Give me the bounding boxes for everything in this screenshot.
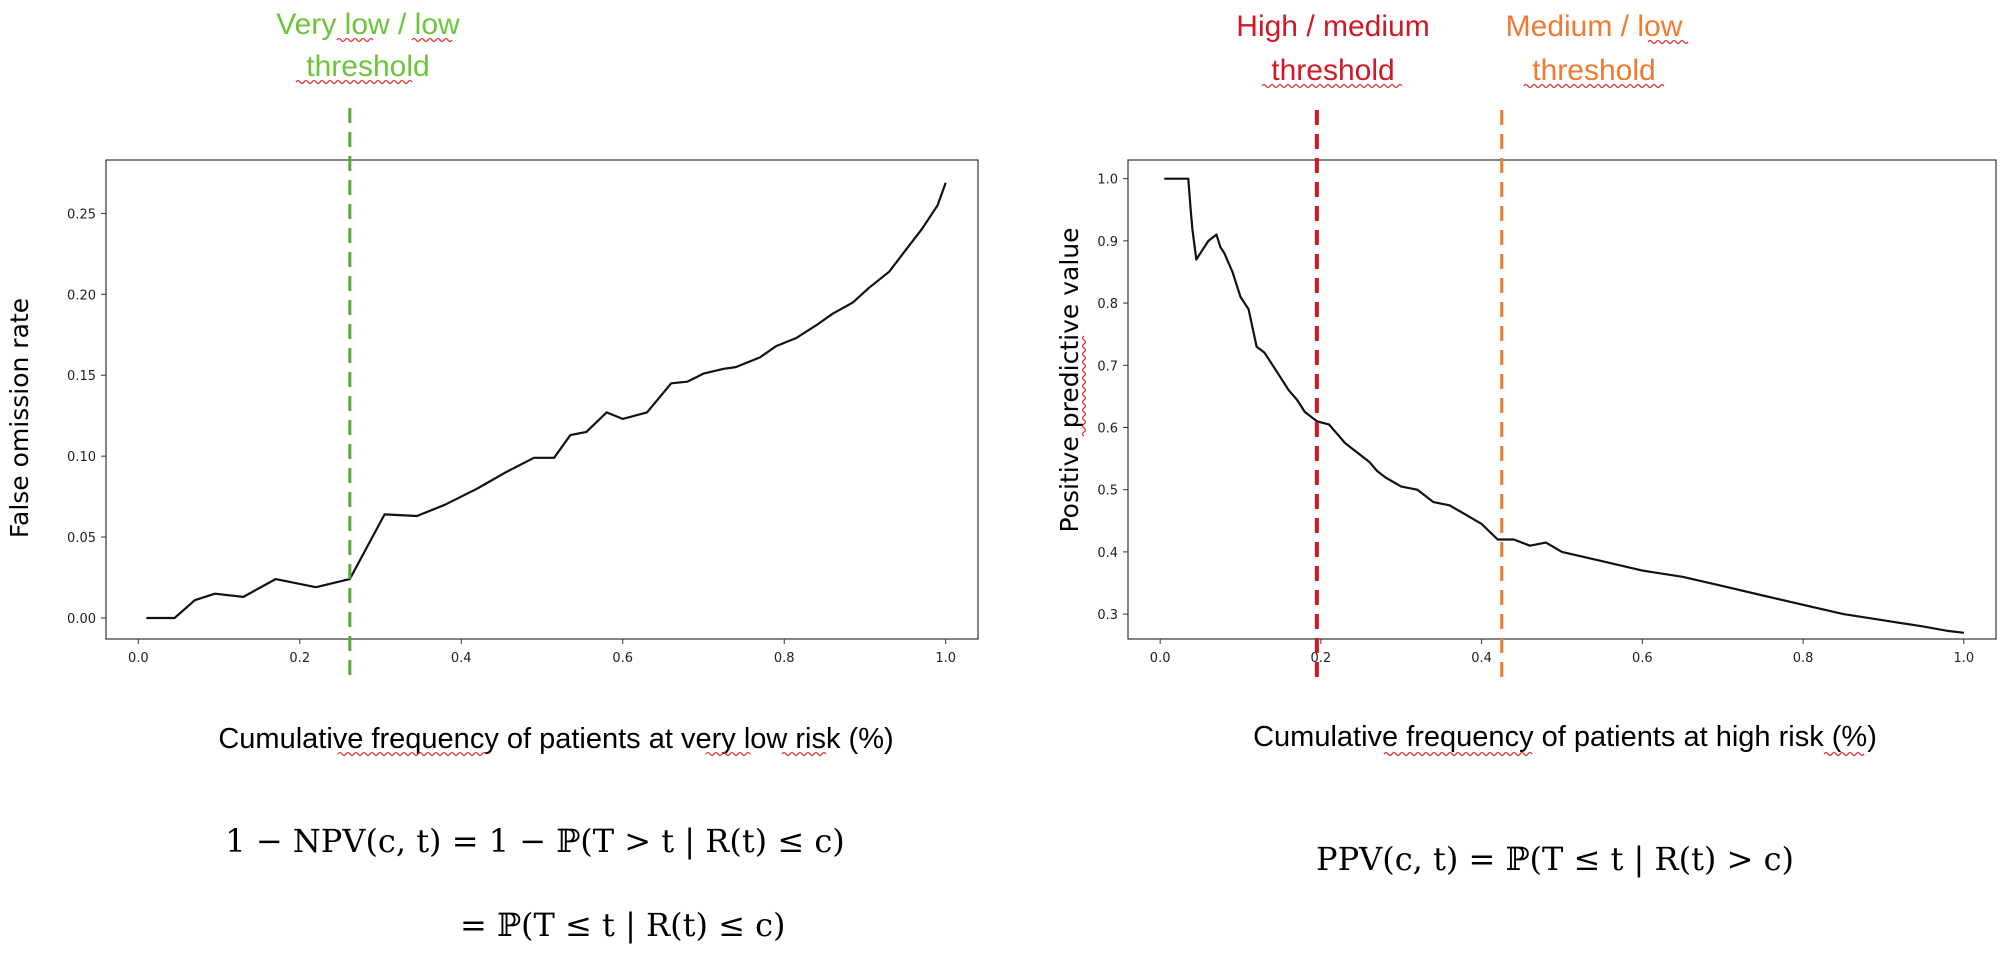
y-tick-label: 0.9 [1097, 235, 1118, 250]
spellcheck-underline [1261, 83, 1403, 89]
x-tick-label: 1.0 [1954, 651, 1975, 666]
left-plot-area: 0.0 0.2 0.4 0.6 0.8 1.0 0.00 0.05 0.10 0.15 0.20 0.… [67, 108, 979, 678]
spellcheck-underline [1823, 751, 1865, 757]
spellcheck-underline [411, 37, 453, 43]
x-tick-label: 1.0 [935, 651, 956, 666]
plot-frame [1127, 159, 1997, 640]
high-medium-threshold-label-line2: threshold [1271, 54, 1394, 87]
spellcheck-underline [1081, 335, 1087, 437]
spellcheck-underline [1647, 39, 1689, 45]
right-x-axis-label: Cumulative frequency of patients at high… [1253, 721, 1877, 753]
x-tick-label: 0.4 [1471, 651, 1492, 666]
left-chart-panel: 0.0 0.2 0.4 0.6 0.8 1.0 0.00 0.05 0.10 0.15 0.20 0.… [5, 8, 979, 944]
very-low-low-threshold-label: Very low / low [276, 8, 460, 41]
high-medium-threshold-label: High / medium [1236, 10, 1429, 43]
x-tick-label: 0.6 [1632, 651, 1653, 666]
y-tick-label: 0.3 [1097, 608, 1118, 623]
x-tick-label: 0.0 [1150, 651, 1171, 666]
y-tick-label: 0.4 [1097, 546, 1118, 561]
y-tick-label: 0.5 [1097, 484, 1118, 499]
right-chart-panel: 0.0 0.2 0.4 0.6 0.8 1.0 0.3 0.4 0.5 0.6 0.7 0.8 0.9 1… [1055, 10, 1997, 878]
x-tick-label: 0.4 [451, 651, 472, 666]
left-x-axis-label: Cumulative frequency of patients at very… [218, 723, 893, 755]
y-tick-label: 1.0 [1097, 173, 1118, 188]
x-tick-label: 0.8 [1793, 651, 1814, 666]
spellcheck-underline [336, 37, 374, 43]
x-tick-label: 0.2 [289, 651, 310, 666]
x-tick-label: 0.2 [1311, 651, 1332, 666]
y-tick-label: 0.00 [67, 612, 96, 627]
spellcheck-underline [295, 79, 413, 85]
y-tick-label: 0.10 [67, 450, 96, 465]
medium-low-threshold-label-line2: threshold [1532, 54, 1655, 87]
y-tick-label: 0.20 [67, 288, 96, 303]
y-tick-label: 0.05 [67, 531, 96, 546]
series-line [1164, 177, 1965, 634]
right-plot-area: 0.0 0.2 0.4 0.6 0.8 1.0 0.3 0.4 0.5 0.6 0.7 0.8 0.9 1… [1097, 110, 1997, 680]
x-tick-label: 0.8 [774, 651, 795, 666]
spellcheck-underline [1383, 751, 1533, 757]
left-formula-line1: 1 − NPV(c, t) = 1 − ℙ(T > t | R(t) ≤ c) [225, 822, 844, 860]
spellcheck-underline [781, 751, 827, 757]
very-low-low-threshold-label-line2: threshold [306, 50, 429, 83]
right-y-axis-label: Positive predictive value [1055, 227, 1084, 532]
series-line [146, 182, 947, 620]
spellcheck-underline [337, 751, 487, 757]
y-tick-label: 0.7 [1097, 359, 1118, 374]
y-tick-label: 0.15 [67, 369, 96, 384]
plot-frame [105, 159, 979, 640]
spellcheck-underline [1523, 83, 1665, 89]
spellcheck-underline [705, 751, 751, 757]
y-tick-label: 0.8 [1097, 297, 1118, 312]
left-formula-line2: = ℙ(T ≤ t | R(t) ≤ c) [460, 906, 786, 944]
medium-low-threshold-label: Medium / low [1506, 10, 1683, 43]
x-tick-label: 0.0 [128, 651, 149, 666]
y-tick-label: 0.6 [1097, 421, 1118, 436]
right-formula: PPV(c, t) = ℙ(T ≤ t | R(t) > c) [1316, 840, 1794, 878]
left-y-axis-label: False omission rate [5, 298, 34, 538]
x-tick-label: 0.6 [612, 651, 633, 666]
y-tick-label: 0.25 [67, 207, 96, 222]
